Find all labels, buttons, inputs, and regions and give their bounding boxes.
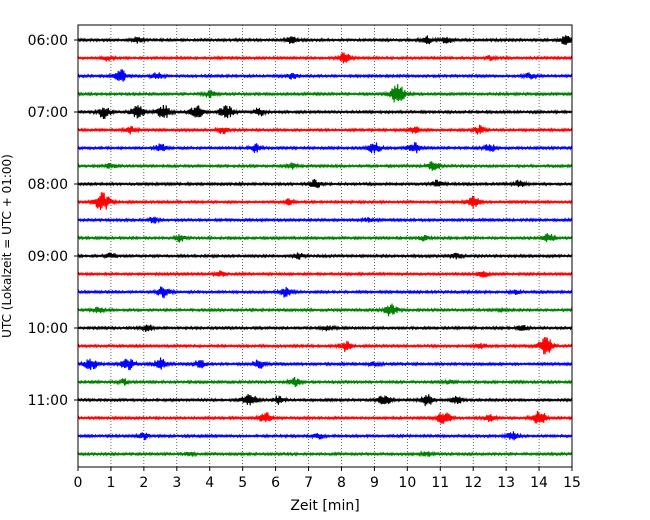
- y-tick-label: 09:00: [28, 249, 68, 265]
- x-tick-label: 1: [106, 475, 115, 491]
- x-tick-label: 7: [304, 475, 313, 491]
- x-tick-label: 5: [238, 475, 247, 491]
- y-tick-label: 07:00: [28, 105, 68, 121]
- x-tick-label: 8: [337, 475, 346, 491]
- y-tick-label: 06:00: [28, 33, 68, 49]
- seismic-traces: [77, 35, 573, 458]
- x-tick-label: 0: [74, 475, 83, 491]
- plot-frame: [77, 24, 573, 468]
- trace-row: [77, 142, 573, 154]
- y-axis-ticks: 06:00 07:00 08:00 09:00 10:00 11:00: [28, 33, 78, 409]
- x-tick-label: 15: [563, 475, 581, 491]
- trace-row: [77, 192, 573, 210]
- x-tick-label: 6: [271, 475, 280, 491]
- y-tick-label: 08:00: [28, 177, 68, 193]
- x-tick-label: 12: [464, 475, 482, 491]
- x-tick-label: 4: [205, 475, 214, 491]
- x-axis-ticks: 0 1 2 3 4 5 6 7 8 9 10 11 12 13 14 15: [74, 467, 581, 491]
- x-axis-label: Zeit [min]: [290, 498, 359, 514]
- x-tick-label: 10: [398, 475, 416, 491]
- y-tick-label: 11:00: [28, 393, 68, 409]
- x-tick-label: 9: [370, 475, 379, 491]
- x-tick-label: 2: [139, 475, 148, 491]
- x-tick-label: 3: [172, 475, 181, 491]
- y-tick-label: 10:00: [28, 321, 68, 337]
- x-tick-label: 14: [530, 475, 548, 491]
- x-tick-label: 13: [497, 475, 515, 491]
- y-axis-label: UTC (Lokalzeit = UTC + 01:00): [0, 154, 14, 338]
- x-tick-label: 11: [431, 475, 449, 491]
